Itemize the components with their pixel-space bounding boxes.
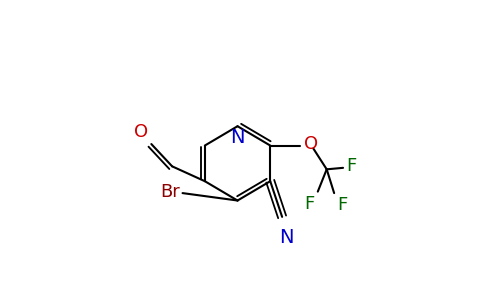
Text: F: F (337, 196, 348, 214)
Text: Br: Br (160, 183, 180, 201)
Text: F: F (346, 157, 356, 175)
Text: F: F (304, 195, 315, 213)
Text: O: O (303, 135, 318, 153)
Text: O: O (134, 123, 149, 141)
Text: N: N (279, 228, 294, 247)
Text: N: N (230, 128, 245, 147)
